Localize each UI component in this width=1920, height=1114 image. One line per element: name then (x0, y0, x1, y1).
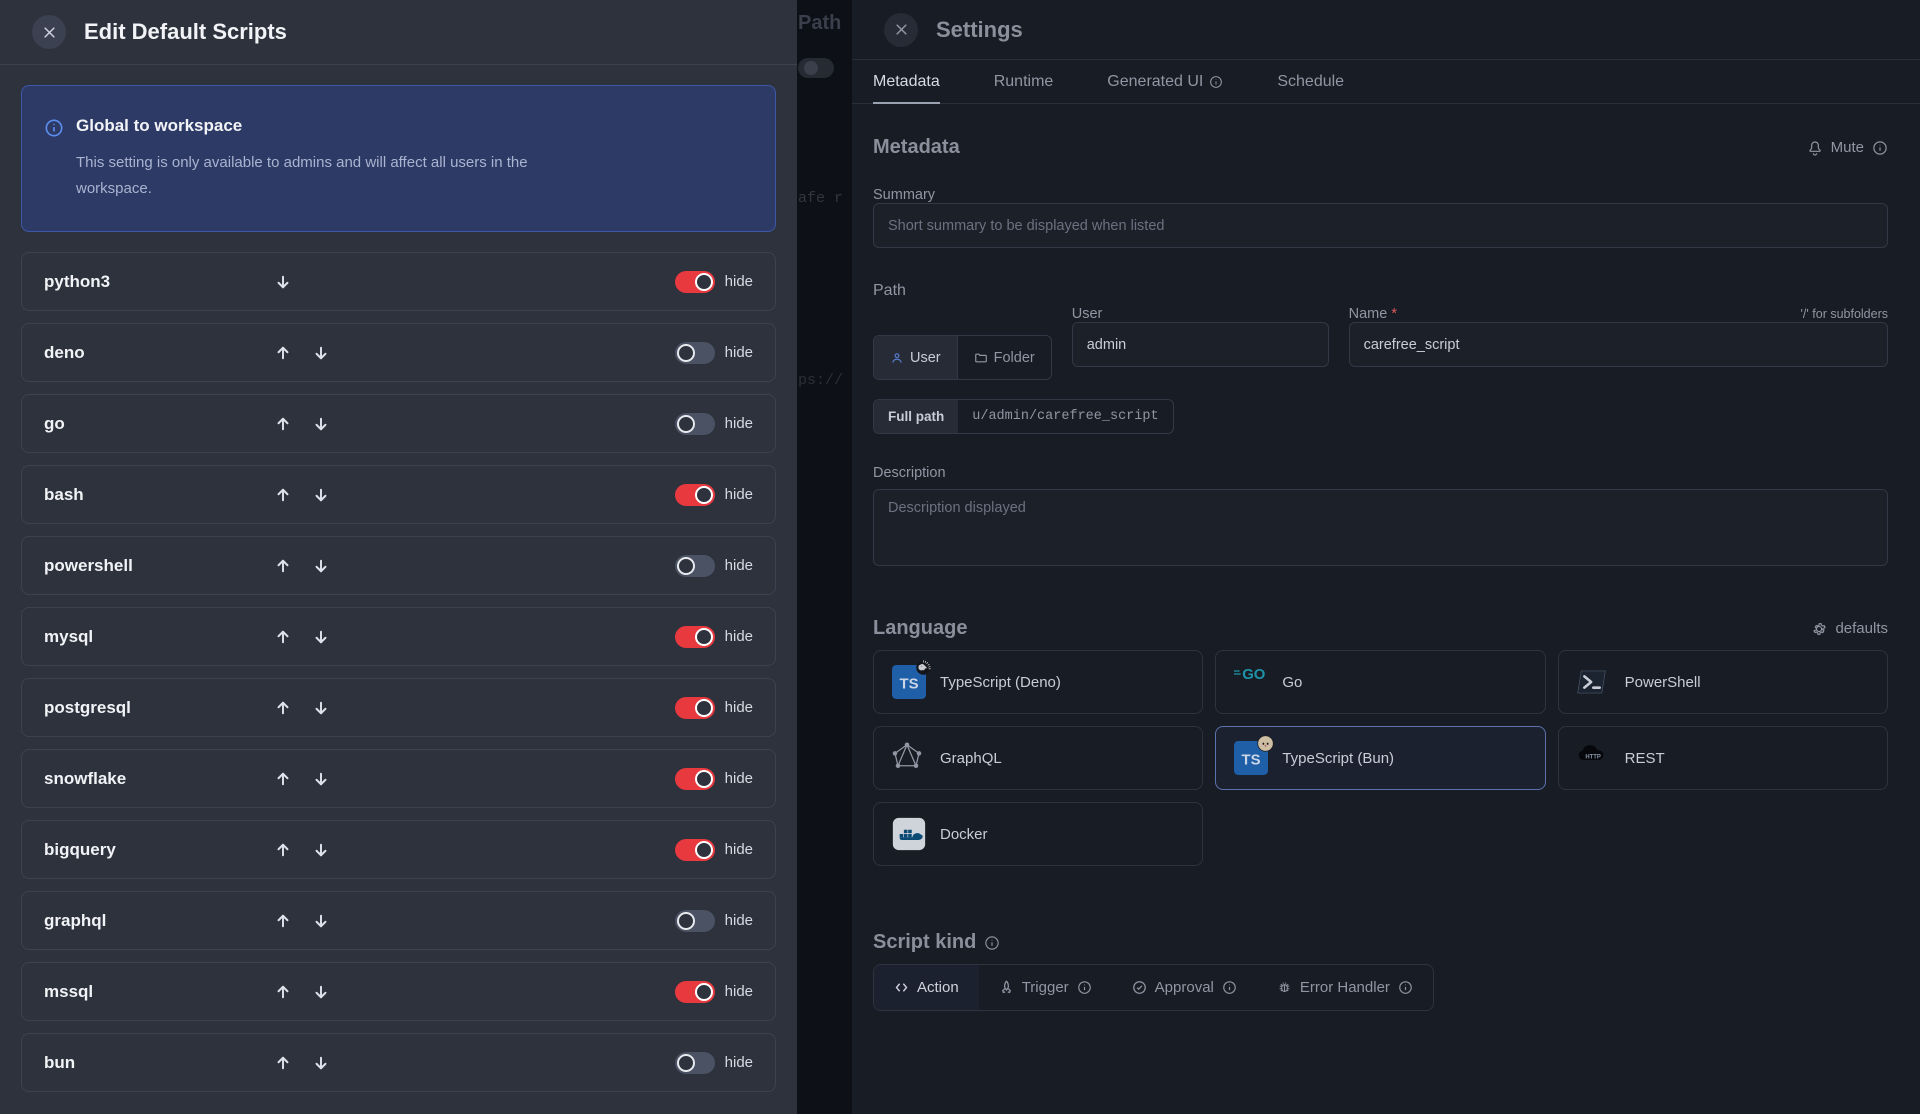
svg-text:GO: GO (1243, 667, 1266, 683)
svg-text:TS: TS (900, 676, 919, 692)
svg-text:HTTP: HTTP (1585, 755, 1601, 761)
svg-text:TS: TS (1242, 752, 1261, 768)
